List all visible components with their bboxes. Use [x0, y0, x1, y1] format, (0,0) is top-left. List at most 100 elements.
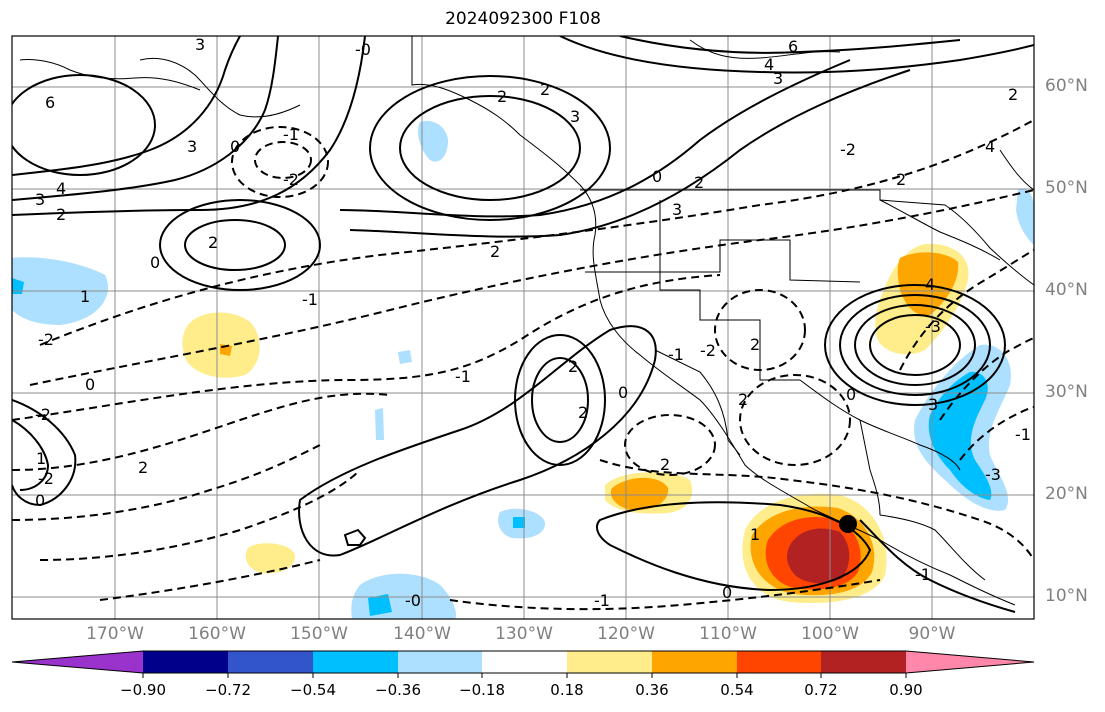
lat-label-60n: 60°N — [1045, 76, 1088, 96]
contour-label: 0 — [230, 137, 240, 156]
contour-label: -0 — [405, 591, 421, 610]
contour-label: 4 — [764, 55, 774, 74]
dashed-contours — [12, 119, 1034, 611]
colorbar-tick-label: −0.36 — [375, 681, 421, 699]
lon-label-120w: 120°W — [597, 624, 655, 644]
colorbar-segment — [313, 651, 398, 673]
lat-label-20n: 20°N — [1045, 484, 1088, 504]
blue-patch-west-dark — [12, 278, 24, 294]
lat-label-30n: 30°N — [1045, 382, 1088, 402]
lon-label-110w: 110°W — [699, 624, 757, 644]
colorbar-tick-label: −0.72 — [205, 681, 251, 699]
contour-label: 2 — [138, 458, 148, 477]
contour-label: -1 — [1015, 425, 1031, 444]
contour-label: -1 — [302, 290, 318, 309]
contour-label: 3 — [187, 137, 197, 156]
colorbar-segment — [143, 651, 228, 673]
contour-label: -1 — [455, 367, 471, 386]
lon-label-160w: 160°W — [188, 624, 246, 644]
lon-label-130w: 130°W — [495, 624, 553, 644]
shaded-anomalies — [12, 120, 1034, 619]
contour-label: 2 — [738, 390, 748, 409]
colorbar-segment — [228, 651, 313, 673]
yellow-patch-south — [245, 543, 296, 574]
blue-patch-mid-dark — [513, 517, 525, 528]
contour-label: 3 — [773, 69, 783, 88]
contour-label: 4 — [985, 137, 995, 156]
contour-label: -2 — [38, 469, 54, 488]
contour-label: 2 — [660, 455, 670, 474]
contour-label: 3 — [195, 35, 205, 54]
contour-label: -2 — [283, 170, 299, 189]
solid-contours — [12, 36, 1034, 613]
contour-label: 0 — [35, 491, 45, 510]
contour-label: 0 — [85, 375, 95, 394]
contour-label: -2 — [700, 341, 716, 360]
contour-label: -1 — [915, 565, 931, 584]
contour-labels: -0 6 4 3 2 3 2 3 0 -1 -2 0 2 3 0 2 3 4 2… — [35, 35, 1031, 610]
blue-small-1 — [398, 350, 412, 364]
contour-label: 0 — [618, 383, 628, 402]
contour-label: -3 — [985, 465, 1001, 484]
contour-label: -2 — [35, 405, 51, 424]
contour-label: 2 — [1008, 85, 1018, 104]
contour-label: 2 — [56, 205, 66, 224]
contour-label: 0 — [722, 583, 732, 602]
darkred-patch-mexico — [787, 528, 850, 584]
colorbar-segment — [821, 651, 906, 673]
contour-label: 2 — [578, 403, 588, 422]
contour-label: 2 — [750, 335, 760, 354]
lat-label-10n: 10°N — [1045, 586, 1088, 606]
contour-label: -1 — [594, 591, 610, 610]
blue-patch-alaska — [418, 120, 448, 162]
contour-label: 1 — [36, 449, 46, 468]
colorbar-tick-label: 0.36 — [635, 681, 669, 699]
contour-label: -2 — [38, 330, 54, 349]
contour-label: 4 — [925, 275, 935, 294]
contour-label: 3 — [928, 395, 938, 414]
contour-label: 1 — [80, 287, 90, 306]
contour-label: 1 — [750, 525, 760, 544]
contour-label: 2 — [208, 233, 218, 252]
orange-patch-baja — [610, 477, 669, 511]
colorbar-segment — [652, 651, 737, 673]
colorbar-tick-label: 0.54 — [720, 681, 754, 699]
blue-patch-gulf-dark — [928, 371, 992, 500]
lat-label-40n: 40°N — [1045, 280, 1088, 300]
contour-label: -0 — [355, 40, 371, 59]
contour-label: 4 — [56, 179, 66, 198]
lon-label-170w: 170°W — [86, 624, 144, 644]
blue-patch-south-dark — [368, 594, 392, 616]
colorbar-segment — [567, 651, 652, 673]
lon-label-90w: 90°W — [908, 624, 956, 644]
colorbar-tick-label: −0.54 — [290, 681, 336, 699]
contour-label: 2 — [694, 173, 704, 192]
colorbar-segment — [737, 651, 821, 673]
contour-label: -2 — [840, 140, 856, 159]
blue-patch-south — [351, 573, 457, 619]
contour-label: -1 — [283, 125, 299, 144]
colorbar-tick-label: −0.18 — [459, 681, 505, 699]
colorbar-tick-label: 0.18 — [550, 681, 584, 699]
blue-patch-northeast — [1016, 188, 1034, 245]
lat-label-50n: 50°N — [1045, 178, 1088, 198]
contour-label: 2 — [497, 87, 507, 106]
contour-label: 2 — [896, 170, 906, 189]
storm-center-marker — [839, 515, 857, 533]
contour-label: 3 — [672, 200, 682, 219]
map-frame — [11, 35, 1035, 620]
contour-label: 0 — [846, 385, 856, 404]
map-title: 2024092300 F108 — [445, 9, 601, 29]
lon-label-150w: 150°W — [290, 624, 348, 644]
lon-label-140w: 140°W — [393, 624, 451, 644]
colorbar-tick-label: 0.90 — [889, 681, 923, 699]
contour-label: 3 — [35, 190, 45, 209]
contour-label: -3 — [925, 317, 941, 336]
contour-label: 3 — [570, 107, 580, 126]
colorbar-segment — [482, 651, 567, 673]
lat-lon-grid — [12, 36, 1034, 619]
orange-patch-east — [897, 252, 959, 316]
lon-label-100w: 100°W — [801, 624, 859, 644]
colorbar-tick-label: 0.72 — [804, 681, 838, 699]
